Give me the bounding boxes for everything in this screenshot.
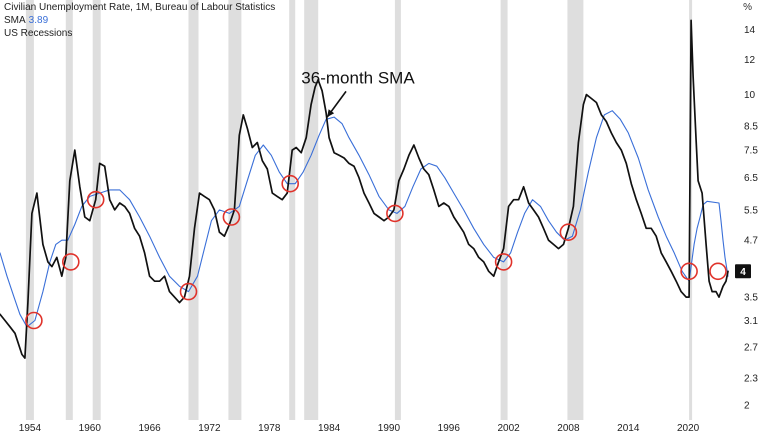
y-tick-label: 2 xyxy=(744,401,750,412)
recession-band xyxy=(289,0,296,420)
recession-band xyxy=(65,0,73,420)
y-tick-label: 5.5 xyxy=(744,205,758,216)
highlight-circle xyxy=(25,311,43,330)
y-tick-label: 12 xyxy=(744,55,756,66)
chart-legend: Civilian Unemployment Rate, 1M, Bureau o… xyxy=(4,1,275,40)
x-tick-label: 1972 xyxy=(198,423,221,434)
y-tick-label: 2.3 xyxy=(744,374,758,385)
recession-band xyxy=(500,0,508,420)
y-tick-label: 8.5 xyxy=(744,122,758,133)
x-axis: 1954 1960 1966 1972 1978 1984 1990 1996 2002 2008… xyxy=(19,423,700,434)
last-value-badge-text: 4 xyxy=(740,267,746,278)
annotation-arrowhead xyxy=(327,109,335,118)
sma-line xyxy=(0,110,729,328)
highlight-circle xyxy=(494,253,513,271)
x-tick-label: 2014 xyxy=(617,423,640,434)
y-tick-label: 3.5 xyxy=(744,293,758,304)
chart-title: Civilian Unemployment Rate, 1M, Bureau o… xyxy=(4,2,276,13)
sma-legend-label: SMA xyxy=(4,15,26,26)
x-tick-label: 2002 xyxy=(497,423,520,434)
y-tick-label: 3.1 xyxy=(744,316,758,327)
annotation-text: 36-month SMA xyxy=(301,68,415,87)
highlight-circle xyxy=(179,282,198,301)
last-value-badge: 4 xyxy=(735,264,751,279)
highlight-circles xyxy=(25,174,727,330)
highlight-circle xyxy=(386,204,404,223)
x-tick-label: 1978 xyxy=(258,423,281,434)
recession-band xyxy=(92,0,101,420)
y-tick-label: 10 xyxy=(744,90,756,101)
recession-band xyxy=(394,0,401,420)
recession-band xyxy=(689,0,693,420)
highlight-circle xyxy=(680,262,698,281)
highlight-circle xyxy=(222,208,241,226)
x-tick-label: 1954 xyxy=(19,423,42,434)
x-tick-label: 1984 xyxy=(318,423,341,434)
x-tick-label: 1966 xyxy=(138,423,161,434)
unemployment-series xyxy=(0,19,729,359)
sma-series xyxy=(0,110,729,328)
recession-band xyxy=(304,0,319,420)
y-axis: 14 12 10 8.5 7.5 6.5 5.5 4.7 3.5 3.1 2.7 2.3 2 xyxy=(744,25,758,411)
last-value-badge-bg xyxy=(735,264,751,279)
highlight-circle xyxy=(62,253,80,271)
unemployment-line xyxy=(0,19,729,359)
y-tick-label: 14 xyxy=(744,25,756,36)
highlight-circle xyxy=(86,190,105,209)
recession-bands xyxy=(25,0,693,420)
x-tick-label: 1960 xyxy=(79,423,102,434)
y-tick-label: 7.5 xyxy=(744,146,758,157)
sma-legend-row: SMA 3.89 xyxy=(4,14,275,27)
y-axis-unit: % xyxy=(743,2,752,13)
recession-band xyxy=(25,0,34,420)
y-tick-label: 6.5 xyxy=(744,173,758,184)
x-tick-label: 2008 xyxy=(557,423,580,434)
x-tick-label: 2020 xyxy=(677,423,700,434)
recession-band xyxy=(567,0,584,420)
y-tick-label: 4.7 xyxy=(744,236,758,247)
recession-band xyxy=(188,0,199,420)
sma-annotation: 36-month SMA xyxy=(301,68,415,118)
highlight-circle xyxy=(709,262,727,281)
highlight-circle xyxy=(281,174,300,193)
y-tick-label: 2.7 xyxy=(744,343,758,354)
highlight-circle xyxy=(559,223,578,241)
x-tick-label: 1990 xyxy=(378,423,401,434)
recessions-legend-label: US Recessions xyxy=(4,28,73,39)
x-tick-label: 1996 xyxy=(438,423,461,434)
sma-legend-value: 3.89 xyxy=(28,15,49,26)
